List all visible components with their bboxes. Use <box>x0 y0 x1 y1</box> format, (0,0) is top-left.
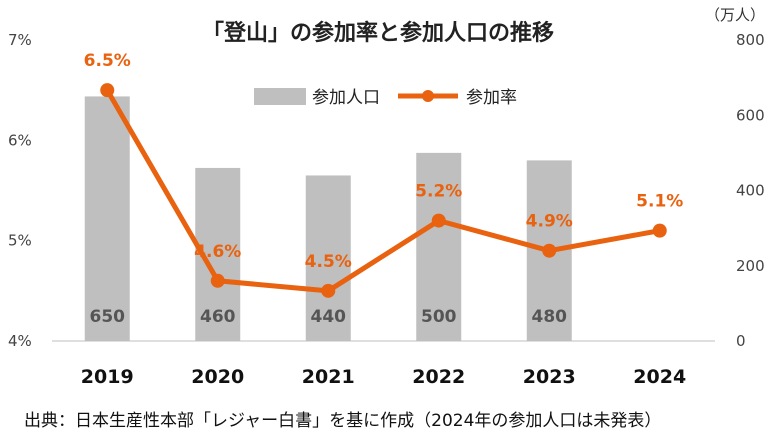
line-point-label: 4.5% <box>305 252 352 272</box>
right-axis-unit: （万人） <box>705 6 765 24</box>
legend-bar-swatch <box>254 88 306 105</box>
left-axis-tick: 6% <box>8 131 32 149</box>
bars-series <box>84 96 572 341</box>
bar-label: 500 <box>421 307 457 327</box>
chart-title: 「登山」の参加率と参加人口の推移 <box>202 20 554 46</box>
bar-labels: 650 460 440 500 480 <box>90 307 568 327</box>
line-points <box>100 83 667 298</box>
line-series <box>105 88 661 294</box>
bar-label: 460 <box>200 307 236 327</box>
right-axis-tick: 800 <box>736 31 765 49</box>
x-axis-tick: 2021 <box>302 366 355 388</box>
right-axis-tick: 0 <box>736 332 746 350</box>
x-axis-tick: 2022 <box>412 366 465 388</box>
left-axis-tick: 4% <box>8 332 32 350</box>
line-point <box>100 83 115 98</box>
legend-line-label: 参加率 <box>466 88 517 108</box>
line-point <box>542 243 557 258</box>
x-axis-tick: 2020 <box>191 366 244 388</box>
line-point <box>652 223 667 238</box>
line-point-label: 4.6% <box>194 242 241 262</box>
legend-line-dot <box>422 90 434 102</box>
line-point-label: 5.2% <box>415 182 462 202</box>
left-axis-tick: 7% <box>8 31 32 49</box>
bar <box>84 96 130 341</box>
line-labels: 6.5% 4.6% 4.5% 5.2% 4.9% 5.1% <box>84 51 684 272</box>
bar-label: 440 <box>311 307 347 327</box>
bar-label: 480 <box>532 307 568 327</box>
line-point-label: 6.5% <box>84 51 131 71</box>
right-axis: 0 200 400 600 800 <box>736 31 765 350</box>
x-axis-tick: 2023 <box>523 366 576 388</box>
left-axis-tick: 5% <box>8 232 32 250</box>
x-axis-tick: 2024 <box>633 366 686 388</box>
legend-bar-label: 参加人口 <box>312 88 380 108</box>
right-axis-tick: 600 <box>736 106 765 124</box>
right-axis-tick: 200 <box>736 257 765 275</box>
line-point <box>321 283 336 298</box>
legend: 参加人口 参加率 <box>254 88 517 108</box>
bar-label: 650 <box>90 307 126 327</box>
right-axis-tick: 400 <box>736 182 765 200</box>
bar <box>416 152 462 341</box>
line-point <box>431 213 446 228</box>
bar <box>305 175 351 341</box>
line-point-label: 5.1% <box>636 192 683 212</box>
line-point-label: 4.9% <box>526 212 573 232</box>
left-axis: 4% 5% 6% 7% <box>8 31 32 350</box>
x-axis: 2019 2020 2021 2022 2023 2024 <box>81 366 686 388</box>
source-note: 出典：日本生産性本部「レジャー白書」を基に作成（2024年の参加人口は未発表） <box>24 411 661 431</box>
line-point <box>210 273 225 288</box>
x-axis-tick: 2019 <box>81 366 134 388</box>
